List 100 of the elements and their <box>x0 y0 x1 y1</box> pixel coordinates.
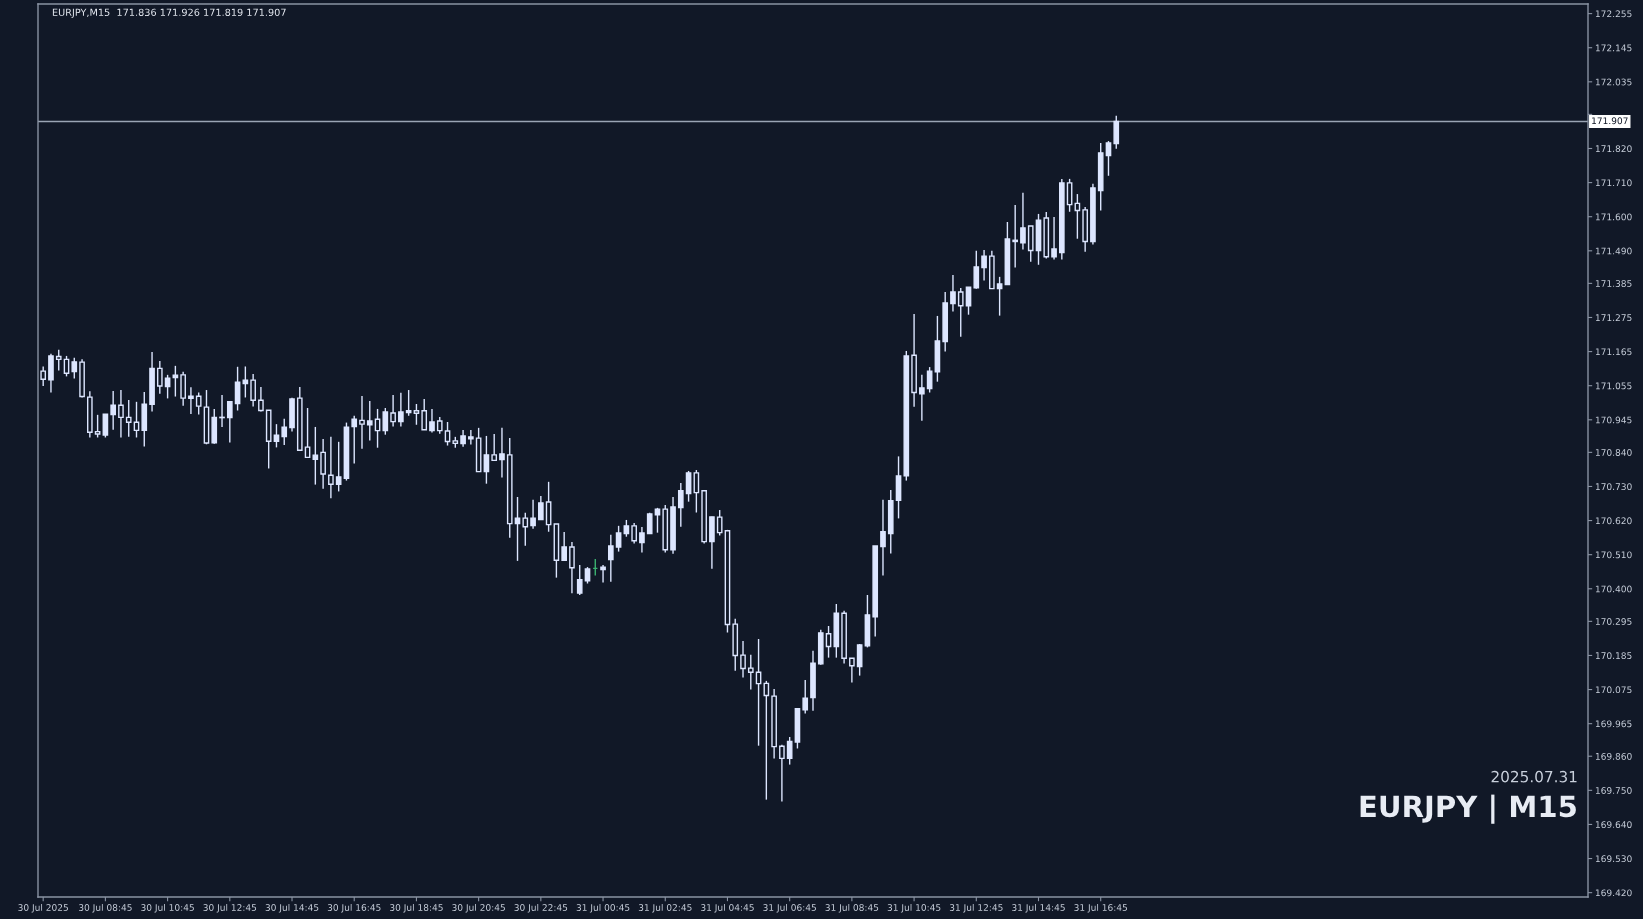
y-tick-label: 171.055 <box>1595 382 1632 390</box>
y-tick-label: 170.295 <box>1595 618 1632 625</box>
y-tick-label: 171.165 <box>1595 348 1632 356</box>
candlestick <box>1020 192 1026 251</box>
candlestick <box>615 525 622 553</box>
candlestick <box>654 507 661 534</box>
candlestick <box>639 526 645 554</box>
candlestick <box>491 433 498 462</box>
y-tick-label: 170.730 <box>1595 483 1632 491</box>
x-tick-label: 30 Jul 12:45 <box>203 903 257 913</box>
y-tick-label: 169.530 <box>1595 855 1632 863</box>
candlestick <box>55 349 62 372</box>
candlestick <box>48 353 54 394</box>
y-tick-label: 169.640 <box>1595 821 1632 828</box>
x-tick-label: 31 Jul 06:45 <box>763 903 816 913</box>
candlestick <box>1105 140 1112 177</box>
x-tick-label: 31 Jul 04:45 <box>701 903 754 913</box>
y-tick-label: 172.035 <box>1595 78 1632 86</box>
candlestick <box>740 640 746 679</box>
candlestick <box>156 360 163 395</box>
x-tick-label: 30 Jul 20:45 <box>452 903 505 913</box>
y-tick-label: 171.275 <box>1595 314 1632 322</box>
x-tick-label: 31 Jul 02:45 <box>638 903 692 913</box>
candlestick <box>429 408 435 434</box>
y-tick-label: 171.490 <box>1595 247 1632 255</box>
candlestick <box>405 389 412 417</box>
candlestick <box>304 407 311 459</box>
annotation: 2025.07.31 <box>1491 770 1577 783</box>
x-tick-label: 31 Jul 14:45 <box>1012 903 1065 913</box>
candlestick <box>880 499 886 577</box>
candlestick <box>110 390 117 431</box>
candlestick <box>94 414 101 439</box>
candlestick <box>444 421 451 447</box>
y-tick-label: 170.945 <box>1595 416 1632 424</box>
y-tick-label: 169.965 <box>1595 720 1632 728</box>
y-tick-label: 171.600 <box>1595 213 1632 221</box>
candlestick <box>40 365 47 387</box>
y-tick-label: 170.510 <box>1595 551 1632 559</box>
candlestick <box>538 495 544 521</box>
candlestick <box>802 679 809 715</box>
candlestick <box>600 564 606 584</box>
x-tick-label: 30 Jul 10:45 <box>141 903 194 913</box>
candlestick <box>374 408 381 449</box>
candlestick <box>996 276 1003 317</box>
x-tick-label: 30 Jul 08:45 <box>79 903 132 913</box>
x-tick-label: 31 Jul 12:45 <box>949 903 1003 913</box>
x-tick-label: 31 Jul 10:45 <box>887 903 941 913</box>
candlestick <box>514 496 521 562</box>
candlestick <box>825 625 832 659</box>
ref-line-label: 171.907 <box>1592 117 1628 125</box>
candlestick <box>499 427 505 479</box>
candlestick <box>320 438 326 490</box>
candlestick <box>226 400 233 444</box>
y-tick-label: 172.145 <box>1595 44 1632 52</box>
x-tick-label: 31 Jul 16:45 <box>1074 903 1127 913</box>
x-tick-label: 30 Jul 2025 <box>18 903 68 913</box>
candlestick <box>569 541 575 594</box>
candlestick <box>779 744 785 803</box>
candlestick <box>973 250 980 290</box>
y-tick-label: 171.385 <box>1595 280 1632 287</box>
candlestick <box>522 512 529 547</box>
candlestick <box>335 441 342 493</box>
y-tick-label: 170.075 <box>1595 686 1632 694</box>
y-tick-label: 169.860 <box>1595 752 1632 760</box>
candlestick <box>398 392 404 428</box>
candlestick <box>607 534 614 583</box>
candlestick <box>273 423 280 449</box>
y-tick-label: 170.185 <box>1595 652 1632 660</box>
candlestick <box>631 522 637 545</box>
candlestick <box>849 657 855 684</box>
candlestick <box>919 374 925 422</box>
candlestick <box>172 365 179 398</box>
candlestick <box>1113 114 1120 150</box>
candlestick <box>180 371 186 407</box>
chart-title: EURJPY,M15 171.836 171.926 171.819 171.907 <box>52 8 286 18</box>
y-tick-label: 172.255 <box>1595 10 1632 18</box>
y-tick-label: 170.840 <box>1595 449 1632 456</box>
y-tick-label: 170.620 <box>1595 517 1632 525</box>
candlestick <box>561 531 568 562</box>
candlestick <box>965 286 972 316</box>
y-tick-label: 170.400 <box>1595 585 1632 593</box>
candlestick <box>351 415 358 465</box>
annotation: EURJPY | M15 <box>1360 794 1576 824</box>
y-tick-label: 171.820 <box>1595 145 1632 153</box>
candlestick <box>382 407 389 436</box>
x-tick-label: 30 Jul 22:45 <box>514 903 568 913</box>
y-tick-label: 171.710 <box>1595 179 1632 187</box>
x-tick-label: 30 Jul 18:45 <box>390 903 443 913</box>
candlestick <box>281 418 288 446</box>
x-tick-label: 31 Jul 00:45 <box>576 903 630 913</box>
candlestick <box>786 736 793 766</box>
candlestick <box>677 482 684 528</box>
y-tick-label: 169.420 <box>1595 889 1632 897</box>
candlestick <box>366 400 373 442</box>
candlestick <box>118 389 124 439</box>
candlestick <box>981 249 987 282</box>
candlestick <box>312 426 319 486</box>
candlestick <box>413 403 420 426</box>
candlestick <box>926 366 933 394</box>
candlestick <box>390 394 396 428</box>
